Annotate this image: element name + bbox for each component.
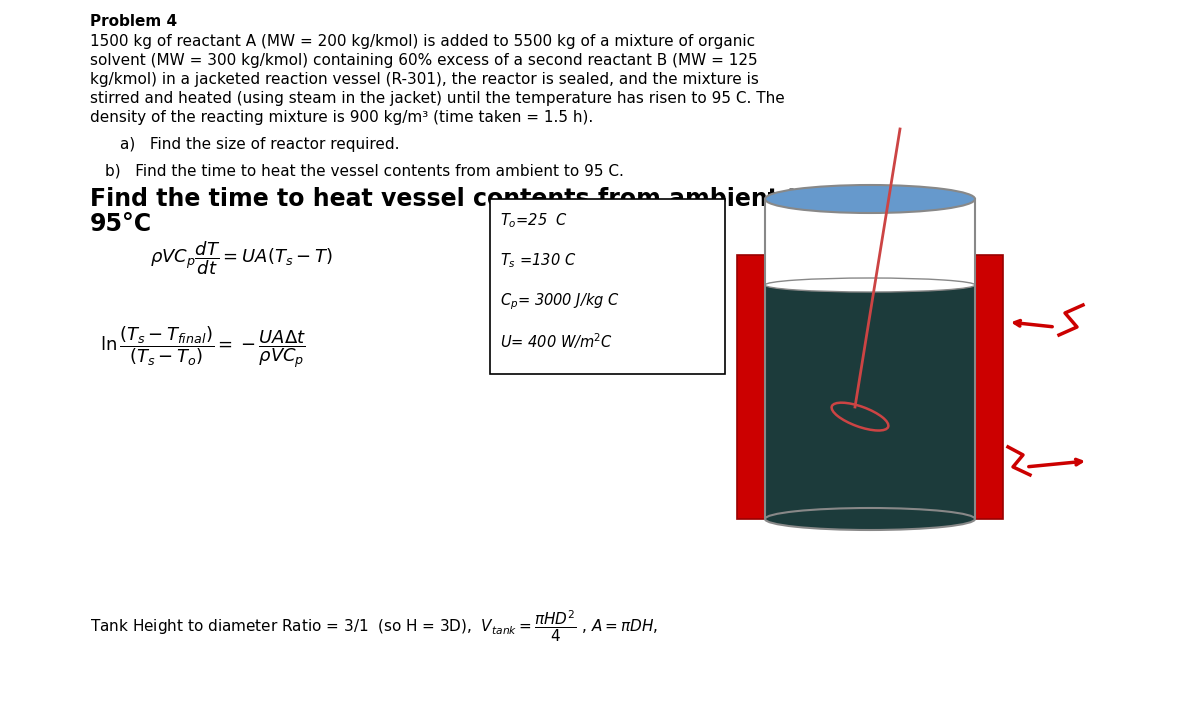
Text: Tank Height to diameter Ratio = 3/1  (so H = 3D),  $V_{tank} = \dfrac{\pi HD^2}{: Tank Height to diameter Ratio = 3/1 (so … (90, 609, 659, 644)
Text: $T_o$=25  C: $T_o$=25 C (500, 211, 568, 230)
Ellipse shape (766, 508, 974, 530)
Text: solvent (MW = 300 kg/kmol) containing 60% excess of a second reactant B (MW = 12: solvent (MW = 300 kg/kmol) containing 60… (90, 53, 757, 68)
Bar (490, 199, 725, 374)
Bar (737, 255, 766, 519)
Text: density of the reacting mixture is 900 kg/m³ (time taken = 1.5 h).: density of the reacting mixture is 900 k… (90, 110, 593, 125)
Text: 1500 kg of reactant A (MW = 200 kg/kmol) is added to 5500 kg of a mixture of org: 1500 kg of reactant A (MW = 200 kg/kmol)… (90, 34, 755, 49)
Text: $C_p$= 3000 J/kg C: $C_p$= 3000 J/kg C (500, 291, 619, 312)
Text: b)   Find the time to heat the vessel contents from ambient to 95 C.: b) Find the time to heat the vessel cont… (106, 163, 624, 178)
Text: 95°C: 95°C (90, 212, 152, 236)
Text: $\ln \dfrac{(T_s - T_{final})}{(T_s - T_o)} = -\dfrac{UA\Delta t}{\rho VC_p}$: $\ln \dfrac{(T_s - T_{final})}{(T_s - T_… (100, 324, 306, 370)
Bar (766, 199, 974, 519)
Text: $U$= 400 W/m$^2$C: $U$= 400 W/m$^2$C (500, 331, 613, 351)
Text: a)   Find the size of reactor required.: a) Find the size of reactor required. (120, 137, 400, 152)
Text: Problem 4: Problem 4 (90, 14, 178, 29)
Text: $T_s$ =130 C: $T_s$ =130 C (500, 251, 576, 270)
Text: $\rho VC_p \dfrac{dT}{dt} = UA(T_s - T)$: $\rho VC_p \dfrac{dT}{dt} = UA(T_s - T)$ (150, 239, 332, 277)
Text: kg/kmol) in a jacketed reaction vessel (R-301), the reactor is sealed, and the m: kg/kmol) in a jacketed reaction vessel (… (90, 72, 758, 87)
Bar (766, 199, 974, 519)
Text: Find the time to heat vessel contents from ambient to: Find the time to heat vessel contents fr… (90, 187, 815, 211)
Bar (974, 255, 1003, 519)
Ellipse shape (766, 185, 974, 213)
Ellipse shape (766, 278, 974, 292)
Bar (766, 285, 974, 519)
Text: stirred and heated (using steam in the jacket) until the temperature has risen t: stirred and heated (using steam in the j… (90, 91, 785, 106)
